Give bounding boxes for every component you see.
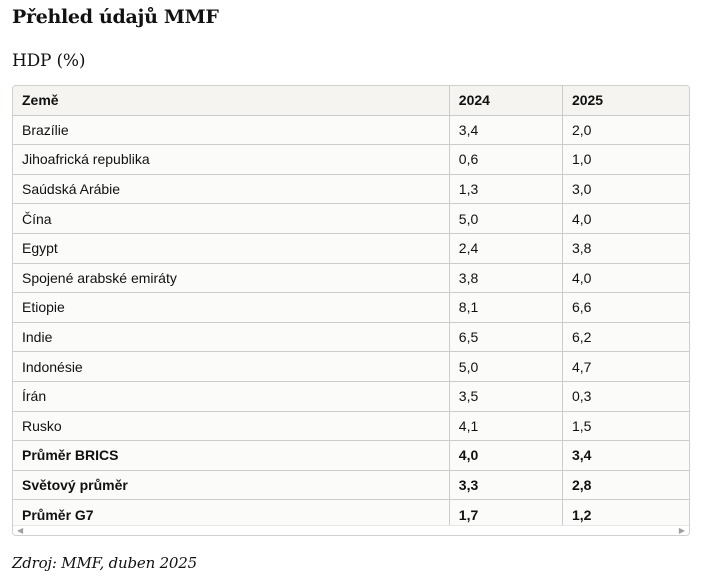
cell-2024: 0,6 <box>448 144 563 175</box>
cell-2024: 1,7 <box>448 499 563 530</box>
header-2025: 2025 <box>561 86 689 116</box>
cell-2024: 3,8 <box>448 262 563 294</box>
cell-country: Spojené arabské emiráty <box>13 262 450 294</box>
summary-row: Průměr BRICS 4,0 3,4 <box>13 440 689 471</box>
table-row: Brazílie 3,4 2,0 <box>13 114 689 146</box>
table-row: Jihoafrická republika 0,6 1,0 <box>13 144 689 175</box>
cell-2025: 0,3 <box>561 380 689 412</box>
cell-2024: 6,5 <box>448 321 563 353</box>
table-row: Etiopie 8,1 6,6 <box>13 292 689 323</box>
table-row: Rusko 4,1 1,5 <box>13 410 689 442</box>
cell-2025: 1,0 <box>561 144 689 175</box>
table-row: Saúdská Arábie 1,3 3,0 <box>13 173 689 205</box>
cell-2025: 2,8 <box>561 469 689 501</box>
cell-country: Světový průměr <box>13 469 450 501</box>
cell-country: Průměr G7 <box>13 499 450 530</box>
cell-country: Brazílie <box>13 114 450 146</box>
table-header-row: Země 2024 2025 <box>13 86 689 116</box>
cell-country: Čína <box>13 203 450 234</box>
cell-2025: 3,0 <box>561 173 689 205</box>
section-title: HDP (%) <box>12 51 86 71</box>
table-row: Čína 5,0 4,0 <box>13 203 689 234</box>
cell-2025: 6,2 <box>561 321 689 353</box>
cell-2024: 5,0 <box>448 203 563 234</box>
cell-2025: 6,6 <box>561 292 689 323</box>
scroll-left-arrow-icon[interactable]: ◀ <box>17 526 24 535</box>
cell-country: Rusko <box>13 410 450 442</box>
cell-2025: 4,0 <box>561 203 689 234</box>
cell-country: Egypt <box>13 232 450 264</box>
cell-country: Jihoafrická republika <box>13 144 450 175</box>
cell-country: Saúdská Arábie <box>13 173 450 205</box>
cell-2024: 3,4 <box>448 114 563 146</box>
scroll-right-arrow-icon[interactable]: ▶ <box>678 526 685 535</box>
cell-2025: 2,0 <box>561 114 689 146</box>
cell-country: Průměr BRICS <box>13 440 450 471</box>
cell-2025: 4,0 <box>561 262 689 294</box>
cell-2024: 3,3 <box>448 469 563 501</box>
cell-2024: 5,0 <box>448 351 563 382</box>
source-note: Zdroj: MMF, duben 2025 <box>12 554 197 572</box>
cell-2025: 1,5 <box>561 410 689 442</box>
cell-2024: 4,0 <box>448 440 563 471</box>
gdp-table: Země 2024 2025 Brazílie 3,4 2,0 Jihoafri… <box>13 86 689 530</box>
header-country: Země <box>13 86 450 116</box>
cell-2024: 1,3 <box>448 173 563 205</box>
cell-2025: 3,8 <box>561 232 689 264</box>
table-row: Írán 3,5 0,3 <box>13 380 689 412</box>
table-container: Země 2024 2025 Brazílie 3,4 2,0 Jihoafri… <box>12 85 690 536</box>
cell-2024: 8,1 <box>448 292 563 323</box>
cell-2025: 3,4 <box>561 440 689 471</box>
cell-country: Írán <box>13 380 450 412</box>
horizontal-scrollbar[interactable]: ◀ ▶ <box>13 525 689 535</box>
page-title: Přehled údajů MMF <box>12 6 219 28</box>
cell-country: Indonésie <box>13 351 450 382</box>
header-2024: 2024 <box>448 86 563 116</box>
summary-row: Průměr G7 1,7 1,2 <box>13 499 689 530</box>
cell-2025: 4,7 <box>561 351 689 382</box>
summary-row: Světový průměr 3,3 2,8 <box>13 469 689 501</box>
cell-2024: 3,5 <box>448 380 563 412</box>
cell-2024: 2,4 <box>448 232 563 264</box>
cell-2024: 4,1 <box>448 410 563 442</box>
table-row: Indie 6,5 6,2 <box>13 321 689 353</box>
table-row: Spojené arabské emiráty 3,8 4,0 <box>13 262 689 294</box>
table-row: Indonésie 5,0 4,7 <box>13 351 689 382</box>
table-row: Egypt 2,4 3,8 <box>13 232 689 264</box>
cell-country: Etiopie <box>13 292 450 323</box>
cell-country: Indie <box>13 321 450 353</box>
